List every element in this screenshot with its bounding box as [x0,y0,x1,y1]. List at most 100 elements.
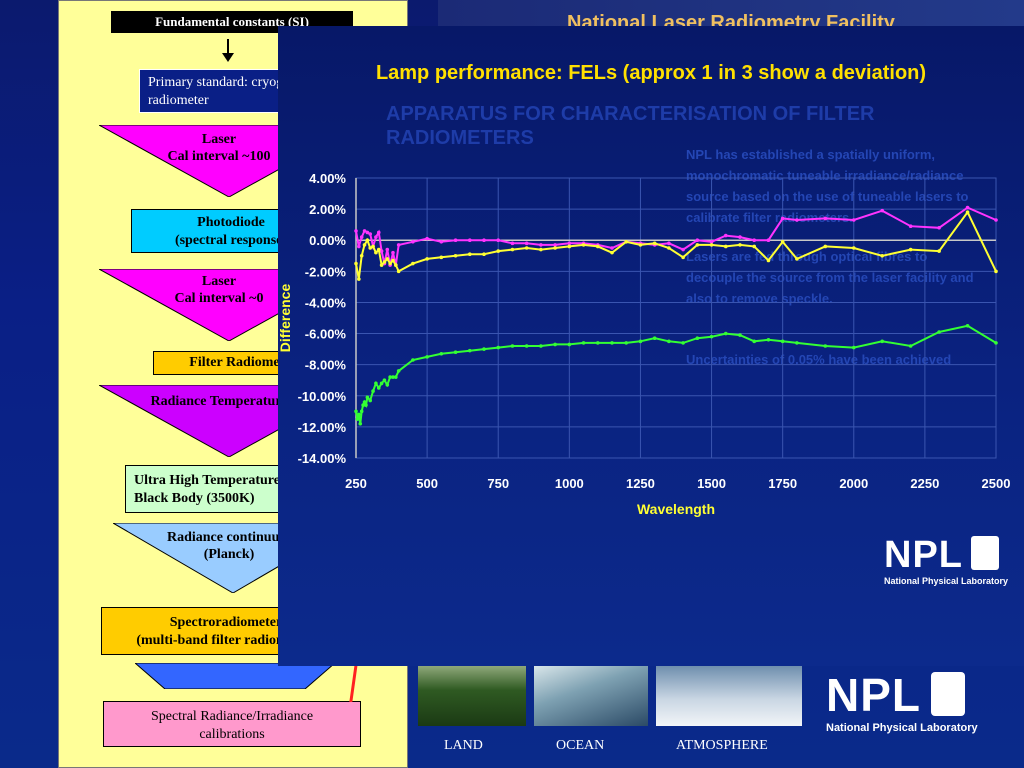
series-point-magenta [795,218,799,222]
ocean-label: OCEAN [556,738,605,753]
series-point-green [425,355,429,359]
series-point-yellow [567,244,572,249]
npl-logo-bottom-subtitle: National Physical Laboratory [826,722,978,734]
series-point-magenta [368,232,373,236]
series-point-green [396,369,401,373]
series-point-magenta [610,246,614,250]
series-point-green [851,345,856,350]
npl-logo-chart: NPL National Physical Laboratory [884,536,1008,586]
series-point-yellow [723,244,728,249]
series-point-yellow [667,246,671,250]
laser2-label: Laser [201,274,237,289]
series-point-yellow [453,253,458,258]
series-point-yellow [581,243,586,247]
series-point-yellow [937,249,941,253]
flow-arrow-down-icon [227,39,229,55]
series-point-magenta [524,241,529,246]
series-point-green [524,344,529,348]
x-tick-label: 750 [487,476,509,491]
series-point-yellow [379,263,384,267]
x-tick-label: 2250 [910,476,939,491]
series-point-yellow [411,261,415,266]
series-point-yellow [965,210,970,215]
flow-title: Fundamental constants (SI) [155,14,309,29]
series-point-magenta [385,247,390,252]
series-point-yellow [795,257,799,261]
series-point-green [695,336,700,341]
series-point-magenta [439,239,444,244]
radiance-continuum-line1: Radiance continuum [166,530,292,545]
y-tick-label: 2.00% [309,202,346,217]
series-point-green [610,341,614,345]
series-point-yellow [365,238,370,243]
series-point-yellow [880,253,885,258]
series-point-green [368,398,373,403]
series-point-yellow [624,239,629,244]
ghost-body: NPL has established a spatially uniform,… [686,144,976,370]
series-point-green [908,344,913,348]
series-point-magenta [752,238,757,243]
chart-title: Lamp performance: FELs (approx 1 in 3 sh… [375,62,927,84]
series-point-green [362,400,367,404]
series-point-green [581,341,586,345]
series-point-green [638,339,643,344]
series-point-magenta [396,243,401,247]
series-point-magenta [908,224,913,229]
series-point-green [365,395,370,400]
series-point-yellow [362,243,367,247]
spectroradiometer-line2: (multi-band filter radiometer) [136,633,316,648]
series-point-green [795,341,799,345]
series-point-yellow [374,250,378,255]
series-point-magenta [359,235,364,239]
series-point-green [371,389,375,393]
photodiode-sub: (spectral response) [174,233,288,248]
series-point-magenta [379,249,384,253]
series-point-yellow [524,246,529,250]
ocean-photo [534,666,648,726]
series-point-green [391,375,395,379]
series-point-yellow [994,269,998,274]
y-tick-label: -12.00% [298,420,347,435]
series-point-green [510,344,515,348]
series-point-magenta [539,243,543,247]
series-point-green [385,383,390,387]
x-tick-label: 1500 [697,476,726,491]
y-tick-label: -8.00% [305,358,347,373]
series-point-magenta [567,241,572,246]
series-point-green [681,341,685,345]
series-point-yellow [439,255,444,260]
series-point-green [709,334,714,339]
series-point-magenta [709,239,714,244]
series-point-green [539,344,543,348]
series-point-yellow [496,249,501,253]
series-point-magenta [482,238,486,243]
series-point-magenta [667,241,671,246]
series-point-magenta [695,238,700,243]
series-point-yellow [368,246,373,250]
series-point-yellow [371,244,375,249]
series-point-magenta [411,239,415,244]
series-point-magenta [851,218,856,222]
series-point-yellow [382,260,387,264]
series-point-magenta [823,216,828,221]
npl-logo-bottom-name: NPL [826,669,921,721]
series-point-green [595,341,600,345]
series-point-yellow [752,244,757,249]
series-point-yellow [823,244,828,249]
series-point-magenta [994,218,998,222]
y-tick-label: 0.00% [309,233,346,248]
series-point-green [354,409,358,414]
series-point-green [723,331,728,336]
series-point-green [388,375,392,379]
x-tick-label: 1750 [768,476,797,491]
series-point-magenta [365,230,370,235]
series-point-green [766,337,771,342]
series-point-yellow [388,261,392,266]
series-point-yellow [780,239,785,244]
x-tick-label: 2000 [839,476,868,491]
series-point-magenta [362,229,367,233]
series-point-magenta [965,205,970,210]
atmosphere-label: ATMOSPHERE [676,738,768,753]
y-tick-label: -4.00% [305,295,347,310]
series-point-yellow [357,277,361,281]
